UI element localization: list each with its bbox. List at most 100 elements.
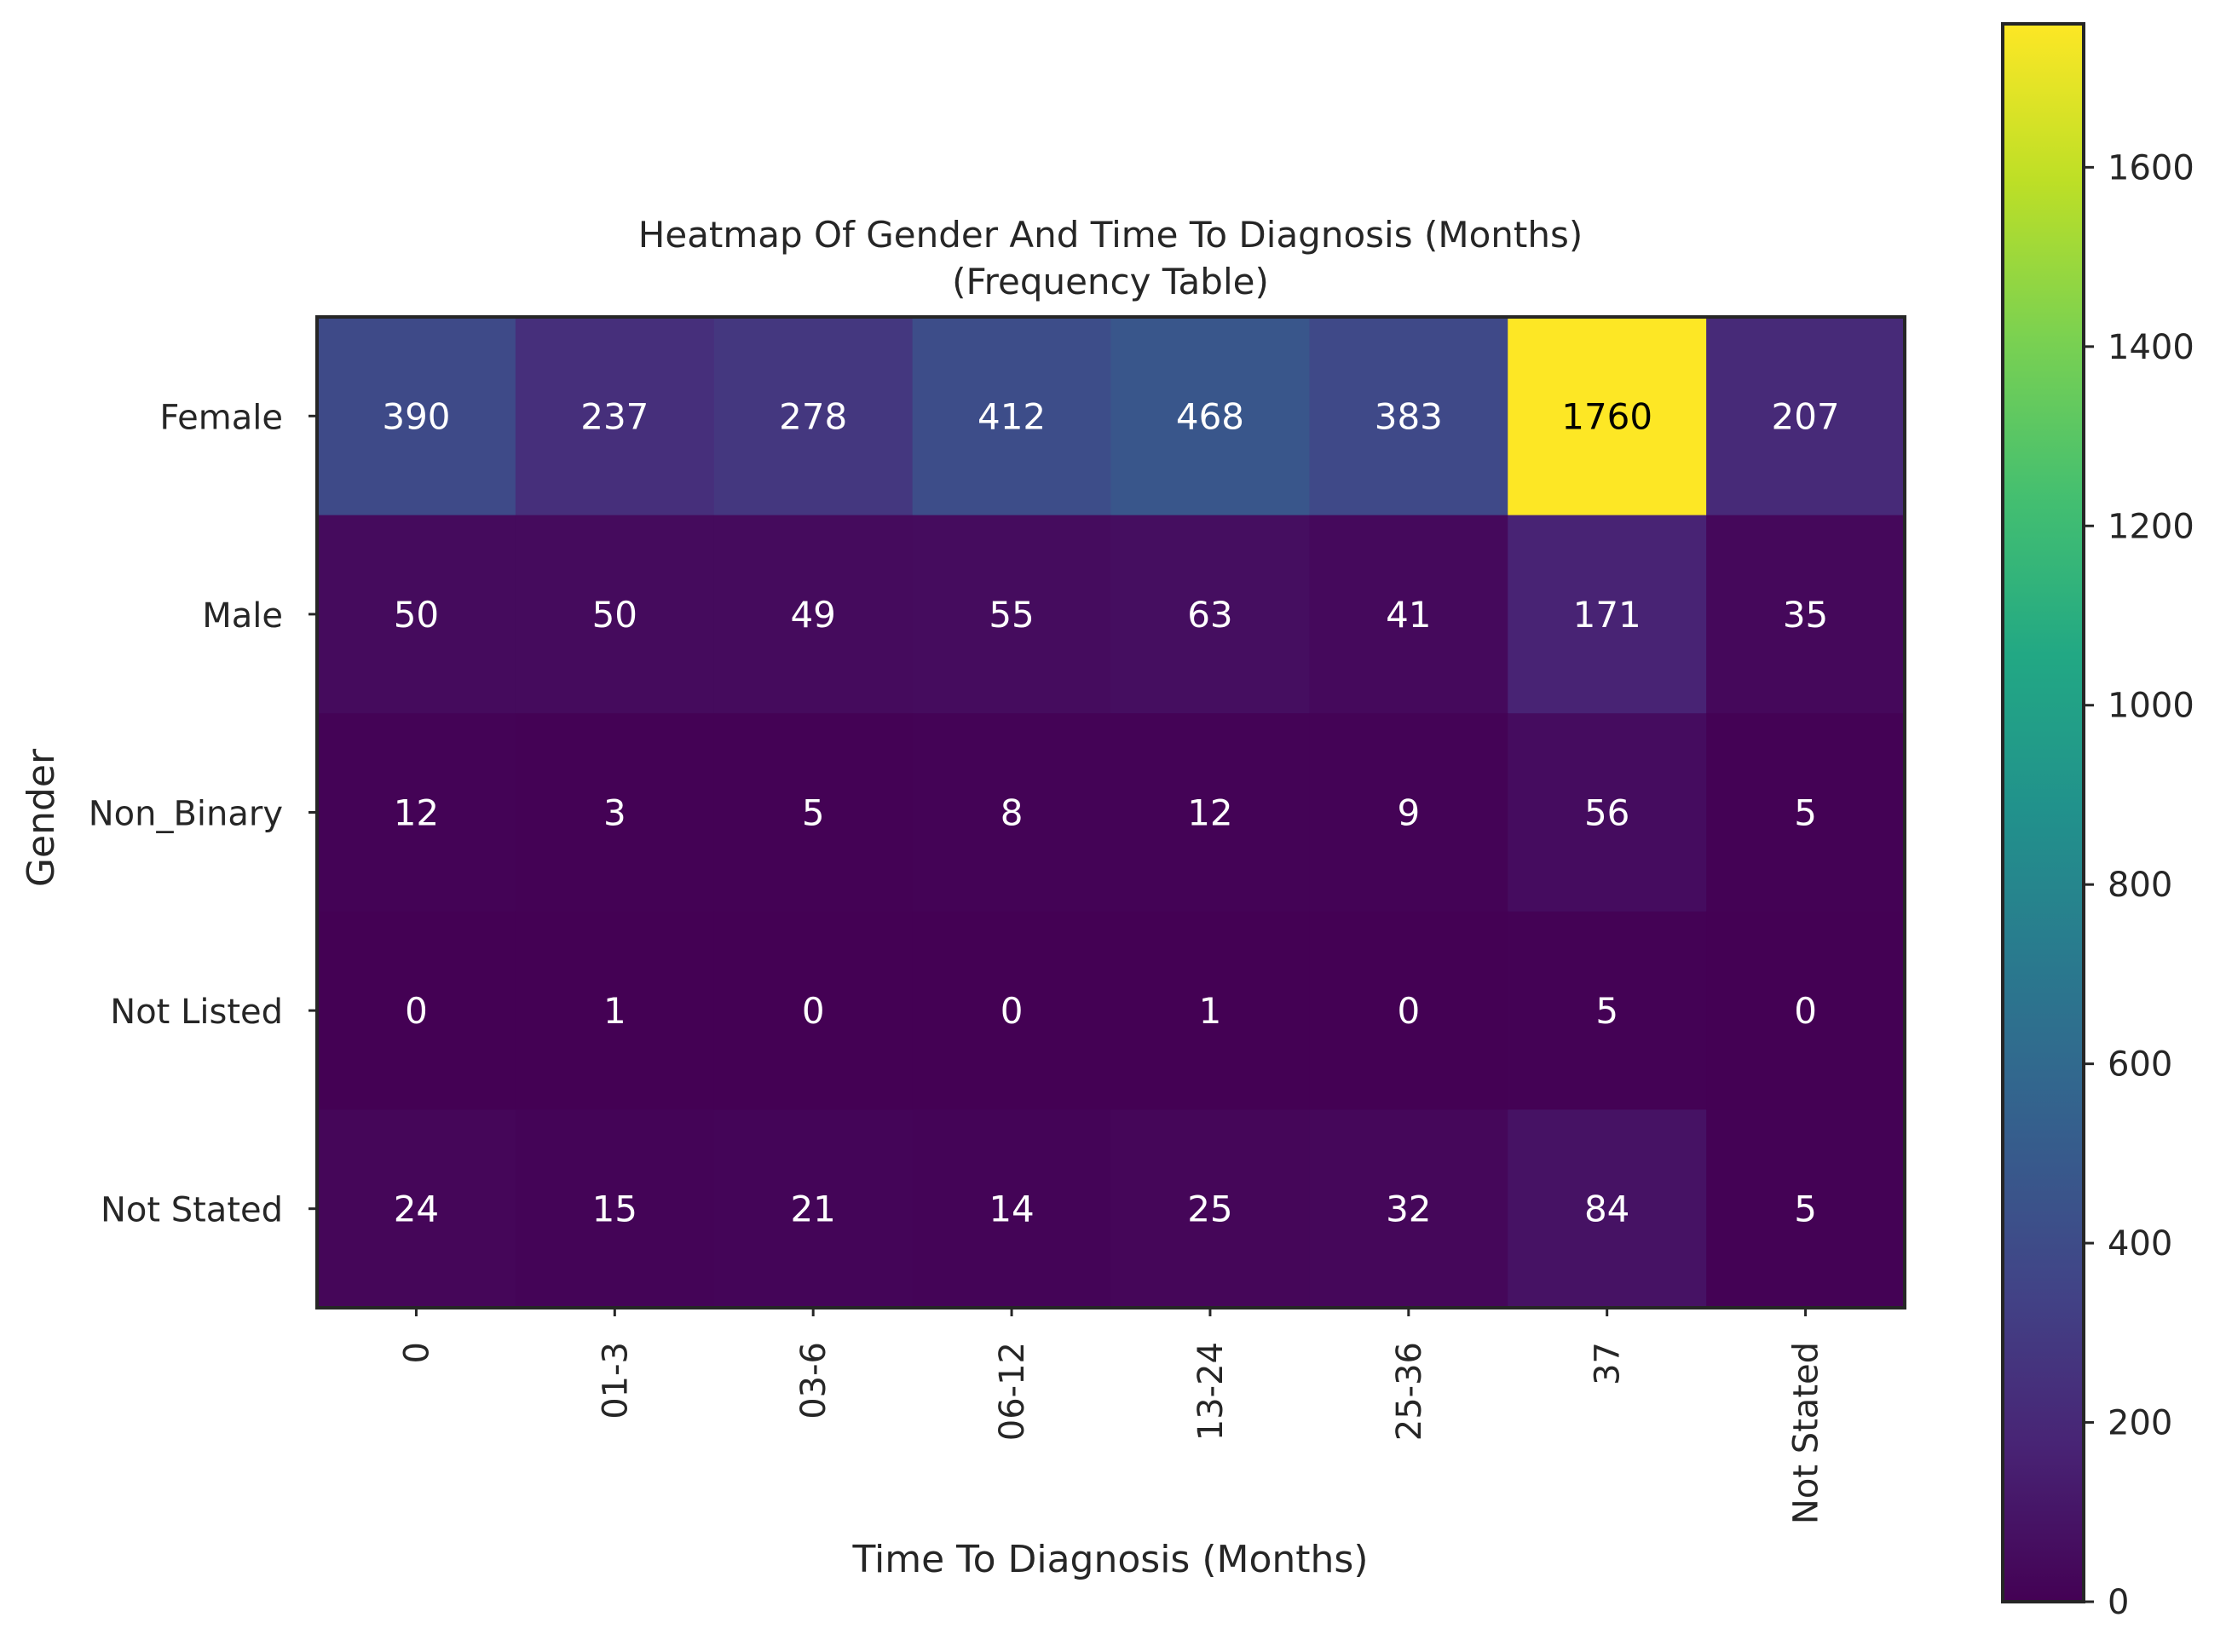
- x-tick-label: 06-12: [993, 1342, 1032, 1441]
- colorbar-tick-label: 800: [2108, 866, 2172, 905]
- heatmap-cell: [912, 317, 1111, 516]
- y-tick-label: Male: [202, 596, 283, 636]
- x-tick-label: Not Stated: [1787, 1342, 1826, 1524]
- heatmap-cell: [1110, 713, 1310, 912]
- cell-value-label: 25: [1187, 1189, 1232, 1230]
- colorbar-tick-label: 600: [2108, 1045, 2172, 1085]
- heatmap-cell: [713, 1109, 914, 1309]
- y-axis-ticks: Female Male Non_Binary Not Listed Not Stated: [89, 398, 317, 1230]
- heatmap-cell: [1309, 515, 1508, 714]
- chart-subtitle: (Frequency Table): [952, 261, 1269, 302]
- cell-value-label: 0: [1397, 990, 1420, 1032]
- cell-value-label: 49: [790, 594, 835, 636]
- colorbar-frame: [2001, 22, 2085, 1603]
- cell-value-label: 24: [394, 1189, 439, 1230]
- cell-value-label: 0: [1794, 990, 1817, 1032]
- heatmap-cell: [1508, 317, 1707, 516]
- chart-title: Heatmap Of Gender And Time To Diagnosis …: [638, 214, 1583, 256]
- heatmap-cell: [713, 317, 914, 516]
- cell-value-label: 12: [1187, 792, 1232, 834]
- heatmap-cell: [1110, 1109, 1310, 1309]
- y-tick-label: Not Listed: [110, 993, 283, 1032]
- y-tick-label: Non_Binary: [89, 795, 283, 834]
- cell-value-label: 50: [394, 594, 439, 636]
- heatmap-cell: [1508, 911, 1707, 1110]
- cell-value-label: 171: [1573, 594, 1641, 636]
- cell-value-label: 9: [1397, 792, 1420, 834]
- heatmap-cell: [1706, 317, 1906, 516]
- heatmap-cell: [1706, 1109, 1906, 1309]
- heatmap-cell: [713, 911, 914, 1110]
- cell-value-label: 50: [592, 594, 637, 636]
- heatmap-cell: [317, 317, 516, 516]
- cell-value-label: 0: [1001, 990, 1024, 1032]
- x-tick-label: 0: [397, 1342, 436, 1363]
- x-tick-label: 03-6: [794, 1342, 833, 1419]
- heatmap-cell: [1508, 713, 1707, 912]
- cell-value-label: 412: [977, 395, 1046, 437]
- colorbar-tick-label: 1000: [2108, 687, 2194, 726]
- heatmap-cells: [317, 317, 1906, 1309]
- heatmap-cell: [1309, 1109, 1508, 1309]
- cell-value-label: 32: [1386, 1189, 1431, 1230]
- heatmap-cell: [1309, 911, 1508, 1110]
- cell-value-label: 5: [1794, 1189, 1817, 1230]
- heatmap-cell: [515, 515, 715, 714]
- heatmap-cell: [1110, 911, 1310, 1110]
- cell-value-label: 3: [603, 792, 626, 834]
- heatmap-cell: [317, 713, 516, 912]
- x-tick-label: 25-36: [1390, 1342, 1429, 1441]
- y-axis-label: Gender: [20, 748, 63, 887]
- cell-value-label: 55: [989, 594, 1034, 636]
- cell-value-label: 1: [1199, 990, 1222, 1032]
- x-tick-label: 13-24: [1191, 1342, 1231, 1441]
- cell-value-label: 390: [382, 395, 450, 437]
- heatmap-cell: [1110, 317, 1310, 516]
- heatmap-cell: [713, 515, 914, 714]
- colorbar-tick-label: 0: [2108, 1583, 2129, 1622]
- cell-value-label: 0: [405, 990, 428, 1032]
- cell-value-label: 237: [580, 395, 649, 437]
- cell-value-label: 84: [1584, 1189, 1629, 1230]
- cell-value-label: 12: [394, 792, 439, 834]
- heatmap-cell: [713, 713, 914, 912]
- cell-value-label: 278: [779, 395, 847, 437]
- y-tick-label: Female: [159, 398, 283, 437]
- heatmap-cell: [912, 713, 1111, 912]
- cell-value-label: 5: [1794, 792, 1817, 834]
- colorbar-tick-label: 200: [2108, 1404, 2172, 1443]
- heatmap-cell: [912, 1109, 1111, 1309]
- heatmap-cell: [912, 515, 1111, 714]
- heatmap-cell: [912, 911, 1111, 1110]
- cell-value-label: 1760: [1561, 395, 1652, 437]
- cell-value-label: 1: [603, 990, 626, 1032]
- heatmap-cell: [1508, 515, 1707, 714]
- cell-value-label: 383: [1375, 395, 1443, 437]
- heatmap-cell: [515, 1109, 715, 1309]
- cell-value-label: 41: [1386, 594, 1431, 636]
- cell-value-label: 15: [592, 1189, 637, 1230]
- colorbar-ticks: 0 200 400 600 800 1000 1200 1400 1600: [2084, 148, 2194, 1622]
- colorbar-tick-label: 400: [2108, 1224, 2172, 1263]
- heatmap-cell: [317, 911, 516, 1110]
- colorbar-tick-label: 1600: [2108, 148, 2194, 187]
- x-tick-label: 01-3: [596, 1342, 635, 1419]
- heatmap-cell: [1706, 911, 1906, 1110]
- cell-value-label: 468: [1176, 395, 1244, 437]
- cell-value-label: 63: [1187, 594, 1232, 636]
- heatmap-cell: [1706, 515, 1906, 714]
- colorbar-tick-label: 1400: [2108, 328, 2194, 367]
- heatmap-cell: [515, 911, 715, 1110]
- heatmap-cell: [1508, 1109, 1707, 1309]
- colorbar-tick-label: 1200: [2108, 507, 2194, 546]
- heatmap-cell: [1309, 713, 1508, 912]
- cell-value-label: 5: [1595, 990, 1618, 1032]
- cell-value-label: 5: [802, 792, 825, 834]
- heatmap-cell: [515, 317, 715, 516]
- colorbar: [2003, 24, 2084, 1602]
- heatmap-cell: [317, 515, 516, 714]
- heatmap-cell: [317, 1109, 516, 1309]
